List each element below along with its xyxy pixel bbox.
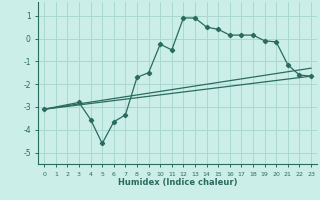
X-axis label: Humidex (Indice chaleur): Humidex (Indice chaleur) [118, 178, 237, 187]
